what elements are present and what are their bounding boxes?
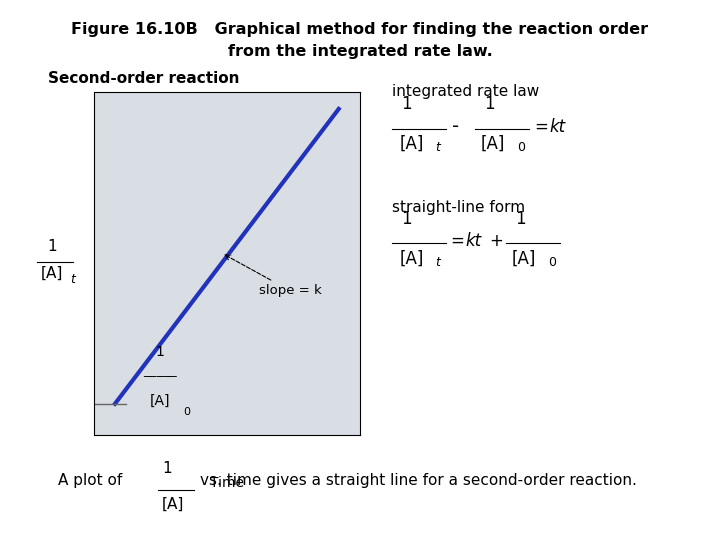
Text: t: t [436,141,441,154]
Text: =: = [535,118,554,136]
Text: 1: 1 [47,239,57,254]
Text: +: + [490,232,503,251]
Text: t: t [70,273,75,286]
Text: kt: kt [549,118,565,136]
Text: A plot of: A plot of [58,473,122,488]
Text: 1: 1 [162,461,172,476]
Text: integrated rate law: integrated rate law [392,84,540,99]
Text: from the integrated rate law.: from the integrated rate law. [228,44,492,59]
Text: Figure 16.10B   Graphical method for finding the reaction order: Figure 16.10B Graphical method for findi… [71,22,649,37]
Text: 1: 1 [485,96,495,113]
Text: Second-order reaction: Second-order reaction [48,71,240,86]
Text: 0: 0 [183,407,190,417]
Text: [A]: [A] [161,497,184,512]
Text: [A]: [A] [150,394,171,408]
Text: 0: 0 [548,256,556,269]
Text: Time: Time [210,476,244,490]
Text: 1: 1 [156,345,165,359]
Text: 1: 1 [402,210,412,228]
Text: straight-line form: straight-line form [392,200,526,215]
Text: [A]: [A] [40,266,63,281]
Text: 0: 0 [517,141,525,154]
Text: slope = k: slope = k [225,255,322,297]
Text: t: t [436,256,441,269]
Text: [A]: [A] [512,249,536,267]
Text: -: - [452,117,459,136]
Text: 1: 1 [402,96,412,113]
Text: [A]: [A] [400,135,424,153]
Text: 1: 1 [516,210,526,228]
Text: [A]: [A] [481,135,505,153]
Text: kt: kt [466,232,482,251]
Text: ─────: ───── [143,372,177,381]
Text: vs. time gives a straight line for a second-order reaction.: vs. time gives a straight line for a sec… [200,473,637,488]
Text: [A]: [A] [400,249,424,267]
Text: =: = [451,232,471,251]
